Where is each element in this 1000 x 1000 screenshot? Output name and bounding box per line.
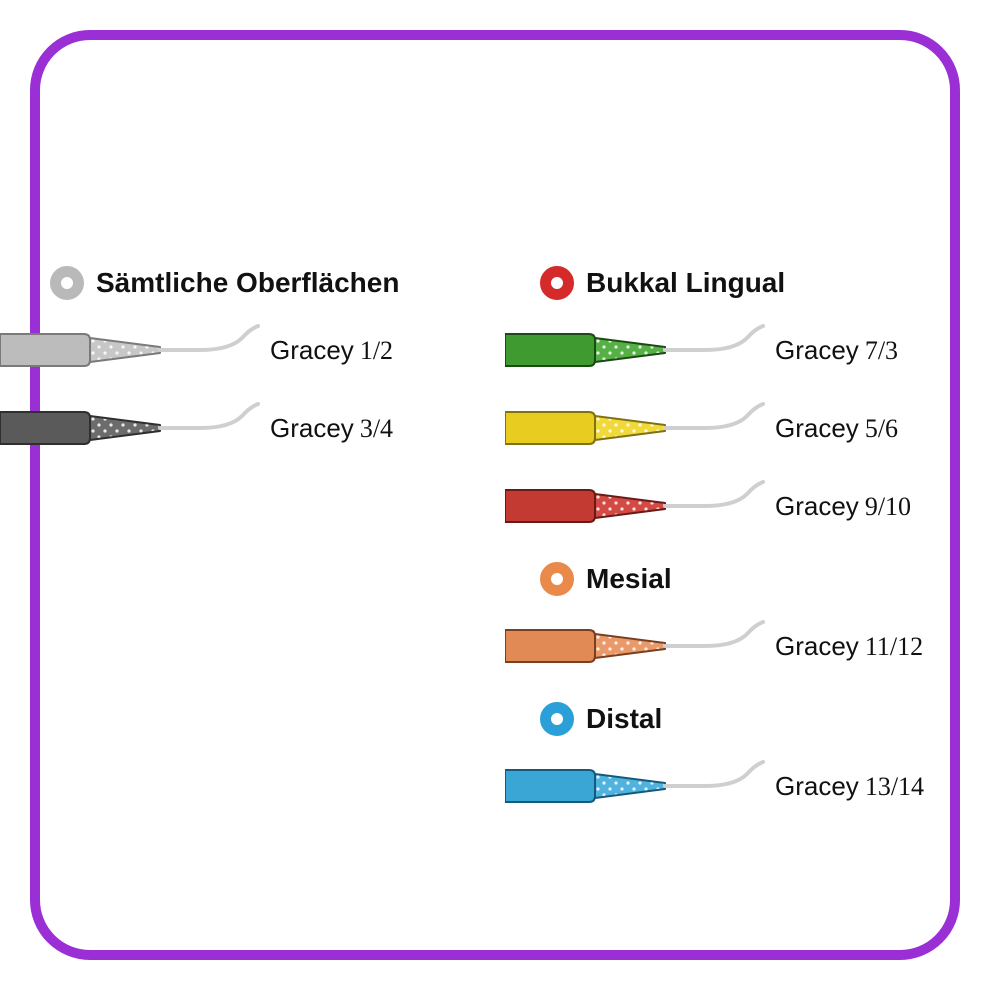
section-header: Sämtliche Oberflächen — [50, 266, 399, 300]
instrument-row: Gracey13/14 — [505, 756, 924, 816]
instrument-label-number: 13/14 — [865, 772, 924, 802]
instrument-label: Gracey5/6 — [775, 413, 898, 444]
instrument-icon — [0, 320, 260, 380]
instrument-row: Gracey5/6 — [505, 398, 898, 458]
instrument-label-number: 5/6 — [865, 414, 898, 444]
instrument-label-number: 1/2 — [360, 336, 393, 366]
instrument-label-number: 11/12 — [865, 632, 923, 662]
instrument-label-name: Gracey — [775, 771, 859, 802]
section-title: Sämtliche Oberflächen — [96, 267, 399, 299]
instrument-label-name: Gracey — [775, 631, 859, 662]
instrument-label-number: 3/4 — [360, 414, 393, 444]
category-ring-icon — [50, 266, 84, 300]
instrument-label: Gracey7/3 — [775, 335, 898, 366]
category-ring-icon — [540, 702, 574, 736]
section-header: Mesial — [540, 562, 672, 596]
section-title: Bukkal Lingual — [586, 267, 785, 299]
instrument-label-number: 7/3 — [865, 336, 898, 366]
instrument-label-name: Gracey — [270, 413, 354, 444]
instrument-icon — [505, 398, 765, 458]
instrument-label-name: Gracey — [775, 335, 859, 366]
instrument-icon — [505, 616, 765, 676]
instrument-label: Gracey11/12 — [775, 631, 923, 662]
instrument-label: Gracey9/10 — [775, 491, 911, 522]
category-ring-icon — [540, 266, 574, 300]
instrument-label: Gracey3/4 — [270, 413, 393, 444]
instrument-label-name: Gracey — [270, 335, 354, 366]
instrument-icon — [505, 320, 765, 380]
instrument-icon — [0, 398, 260, 458]
instrument-icon — [505, 756, 765, 816]
instrument-icon — [505, 476, 765, 536]
section-title: Distal — [586, 703, 662, 735]
section-header: Distal — [540, 702, 662, 736]
instrument-label: Gracey1/2 — [270, 335, 393, 366]
section-title: Mesial — [586, 563, 672, 595]
instrument-label-name: Gracey — [775, 413, 859, 444]
section-header: Bukkal Lingual — [540, 266, 785, 300]
instrument-label: Gracey13/14 — [775, 771, 924, 802]
instrument-label-number: 9/10 — [865, 492, 911, 522]
diagram-content: Sämtliche Oberflächen Gracey1/2 Gracey3/… — [0, 0, 1000, 1000]
instrument-row: Gracey7/3 — [505, 320, 898, 380]
instrument-row: Gracey1/2 — [0, 320, 393, 380]
instrument-row: Gracey11/12 — [505, 616, 923, 676]
instrument-row: Gracey3/4 — [0, 398, 393, 458]
instrument-row: Gracey9/10 — [505, 476, 911, 536]
instrument-label-name: Gracey — [775, 491, 859, 522]
category-ring-icon — [540, 562, 574, 596]
